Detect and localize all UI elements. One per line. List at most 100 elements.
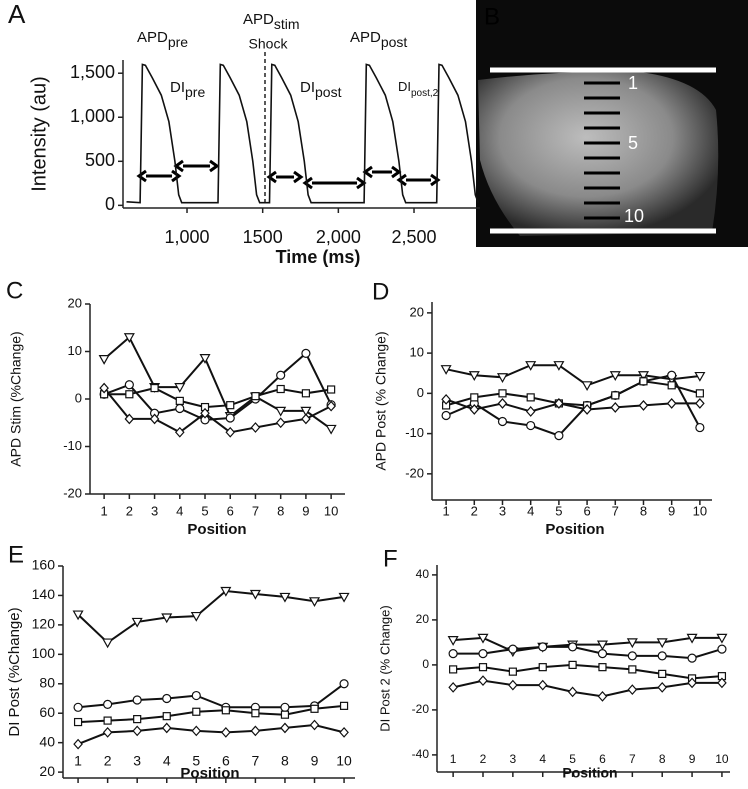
marker bbox=[338, 592, 350, 603]
panel-label: C bbox=[6, 277, 23, 304]
y-tick-label: 60 bbox=[39, 704, 55, 720]
marker bbox=[581, 381, 593, 392]
y-axis-label: APD Stim (%Change) bbox=[8, 331, 24, 466]
line bbox=[453, 663, 722, 680]
marker bbox=[300, 406, 312, 417]
marker bbox=[280, 702, 290, 712]
marker bbox=[448, 649, 458, 659]
y-tick-label: 120 bbox=[32, 616, 56, 632]
annotation-sub: pre bbox=[168, 34, 188, 50]
marker bbox=[639, 377, 648, 386]
marker bbox=[526, 393, 535, 402]
line bbox=[78, 682, 345, 709]
y-tick-label: 100 bbox=[32, 645, 56, 661]
marker bbox=[717, 644, 727, 654]
annotation-sub: post,2 bbox=[411, 88, 439, 99]
marker bbox=[554, 398, 564, 409]
marker bbox=[498, 389, 507, 398]
marker bbox=[657, 651, 667, 661]
marker bbox=[597, 649, 608, 659]
line bbox=[452, 679, 722, 698]
x-tick-label: 3 bbox=[499, 503, 506, 518]
marker bbox=[627, 651, 637, 661]
y-axis-label: APD Post (% Change) bbox=[373, 331, 389, 470]
marker bbox=[190, 611, 202, 622]
line bbox=[445, 374, 701, 437]
y-tick-label: -10 bbox=[405, 425, 424, 440]
marker bbox=[695, 398, 705, 409]
marker bbox=[221, 706, 230, 715]
marker bbox=[308, 597, 321, 608]
annotation: DIpre bbox=[170, 79, 205, 100]
x-tick-label: 6 bbox=[583, 503, 590, 518]
panel-label: A bbox=[8, 0, 26, 29]
marker bbox=[449, 665, 458, 674]
marker bbox=[279, 592, 291, 603]
annotation-base: APD bbox=[137, 29, 168, 46]
marker bbox=[657, 681, 668, 693]
marker bbox=[175, 403, 185, 414]
marker bbox=[251, 392, 260, 401]
marker bbox=[327, 385, 336, 394]
marker bbox=[124, 380, 134, 390]
marker bbox=[538, 642, 548, 652]
line bbox=[77, 723, 345, 746]
panel-b-image bbox=[476, 0, 748, 247]
marker bbox=[131, 617, 143, 628]
marker bbox=[150, 383, 159, 393]
marker bbox=[440, 365, 452, 375]
marker bbox=[667, 370, 677, 380]
marker bbox=[102, 638, 114, 649]
marker bbox=[508, 667, 517, 676]
marker bbox=[497, 416, 508, 427]
y-tick-label: -20 bbox=[412, 702, 430, 716]
x-axis-label: Position bbox=[562, 765, 617, 781]
marker bbox=[200, 407, 210, 419]
x-tick-label: 4 bbox=[527, 503, 534, 518]
marker bbox=[478, 649, 488, 659]
panel-label: E bbox=[8, 541, 24, 568]
marker bbox=[250, 725, 261, 737]
x-tick-label: 6 bbox=[599, 752, 606, 766]
line bbox=[103, 351, 332, 421]
marker bbox=[199, 354, 211, 364]
marker bbox=[73, 702, 83, 712]
marker bbox=[125, 390, 134, 399]
marker bbox=[339, 701, 349, 710]
line bbox=[453, 645, 723, 660]
y-tick-label: -40 bbox=[412, 747, 430, 761]
x-axis-label: Position bbox=[187, 521, 246, 538]
line bbox=[445, 364, 701, 387]
marker bbox=[553, 361, 565, 371]
marker bbox=[627, 684, 638, 696]
panel-label: F bbox=[383, 545, 398, 572]
marker bbox=[694, 371, 706, 382]
y-tick-label: 40 bbox=[39, 733, 55, 749]
y-tick-label: 0 bbox=[105, 194, 115, 214]
x-tick-label: 9 bbox=[311, 753, 319, 769]
x-tick-label: 9 bbox=[302, 503, 309, 518]
marker bbox=[687, 653, 697, 663]
annotation: APDstim bbox=[243, 11, 300, 32]
marker bbox=[133, 715, 142, 724]
x-tick-label: 3 bbox=[133, 753, 141, 769]
marker bbox=[98, 355, 110, 365]
marker bbox=[301, 389, 311, 398]
marker bbox=[301, 413, 311, 425]
line bbox=[104, 387, 332, 409]
marker bbox=[123, 333, 135, 343]
x-tick-label: 3 bbox=[151, 503, 158, 518]
y-tick-label: 500 bbox=[85, 150, 115, 170]
annotation-base: DI bbox=[398, 79, 411, 94]
marker bbox=[626, 638, 638, 649]
marker bbox=[638, 400, 649, 411]
panel-label: B bbox=[484, 3, 500, 30]
annotation: Shock bbox=[249, 36, 289, 52]
x-tick-label: 1 bbox=[450, 752, 457, 766]
x-tick-label: 4 bbox=[176, 503, 183, 518]
marker bbox=[695, 389, 704, 398]
marker bbox=[567, 686, 578, 698]
marker bbox=[596, 640, 608, 651]
annotation: APDpost bbox=[350, 29, 407, 50]
marker bbox=[716, 633, 728, 644]
